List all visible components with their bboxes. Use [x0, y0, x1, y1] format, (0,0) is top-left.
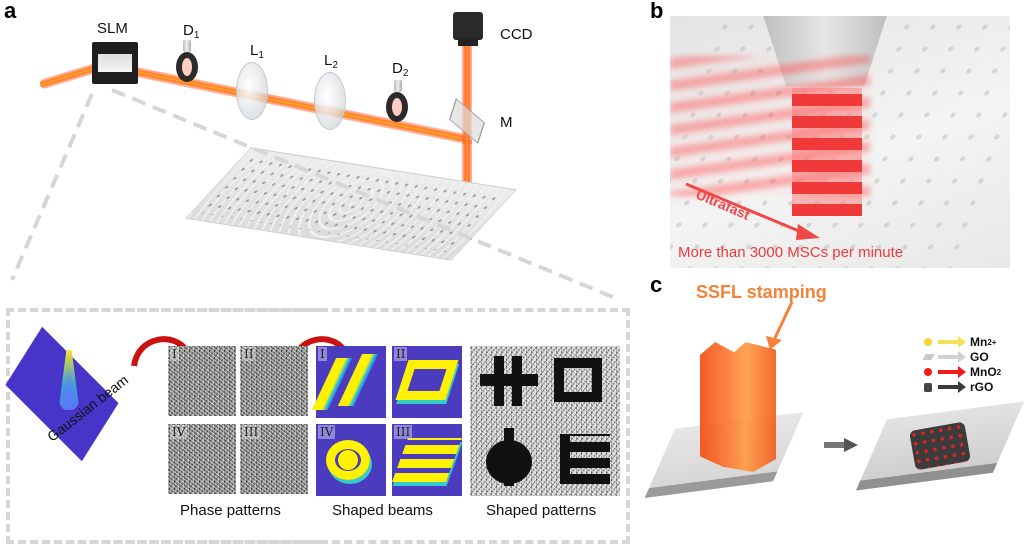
caption-phase-patterns: Phase patterns — [180, 502, 281, 519]
inset-box-outline — [6, 308, 630, 544]
legend-item-rgo: rGO — [924, 379, 993, 395]
label-ccd: CCD — [500, 26, 533, 43]
panel-b-render: Ultrafast More than 3000 MSCs per minute — [670, 16, 1010, 268]
legend-item-go: GO — [922, 349, 989, 365]
caption-shaped-patterns: Shaped patterns — [486, 502, 597, 519]
panel-letter-b: b — [650, 0, 664, 23]
slm-device — [92, 42, 138, 84]
slm-screen — [98, 54, 132, 72]
phase-pattern-tile: I — [168, 346, 236, 416]
label-d2: D2 — [392, 60, 409, 79]
process-arrow-icon — [824, 438, 858, 452]
iris-d1 — [176, 52, 198, 82]
stamping-arrow-icon — [766, 301, 794, 350]
arrow-icon — [938, 370, 958, 374]
label-mirror: M — [500, 114, 513, 131]
iris-d1-post — [183, 40, 191, 52]
arrow-icon — [938, 340, 958, 344]
yellow-sphere-icon — [924, 338, 932, 346]
shaped-beam-tile: IV — [316, 424, 386, 496]
dashed-connector-lines — [10, 88, 621, 302]
red-sphere-icon — [924, 368, 932, 376]
panel-letter-a: a — [4, 0, 17, 23]
phase-pattern-tile: II — [240, 346, 308, 416]
label-d1: D1 — [183, 22, 200, 41]
gray-flake-icon — [922, 354, 935, 360]
laser-beam-to-ccd — [462, 44, 472, 144]
iris-d2 — [386, 92, 408, 122]
ccd-mount — [458, 38, 478, 46]
label-slm: SLM — [97, 20, 128, 37]
ccd-camera — [453, 12, 483, 40]
arrow-icon — [938, 385, 958, 389]
shaped-beam-tile: II — [392, 346, 462, 418]
phase-pattern-tile: IV — [168, 424, 236, 494]
phase-pattern-tile: III — [240, 424, 308, 494]
ssfl-stamp-beam — [700, 342, 776, 472]
shaped-beam-tile: III — [391, 424, 463, 496]
caption-shaped-beams: Shaped beams — [332, 502, 433, 519]
arrow-icon — [938, 355, 958, 359]
label-throughput: More than 3000 MSCs per minute — [678, 244, 904, 261]
legend-item-mno2: MnO 2 — [924, 364, 1001, 380]
label-l1: L1 — [250, 42, 264, 61]
ultrafast-arrow-icon — [685, 182, 820, 240]
dark-block-icon — [924, 382, 932, 392]
panel-letter-c: c — [650, 272, 663, 297]
iris-d2-post — [394, 80, 402, 92]
label-ssfl-stamping: SSFL stamping — [696, 282, 827, 302]
highlighted-stamps — [792, 88, 862, 216]
legend-item-mn2: Mn 2+ — [924, 334, 996, 350]
lens-l2 — [314, 72, 346, 130]
shaped-beam-tile: I — [311, 346, 386, 418]
label-l2: L2 — [324, 52, 338, 71]
shaped-patterns-image — [470, 346, 620, 496]
lens-l1 — [236, 62, 268, 120]
